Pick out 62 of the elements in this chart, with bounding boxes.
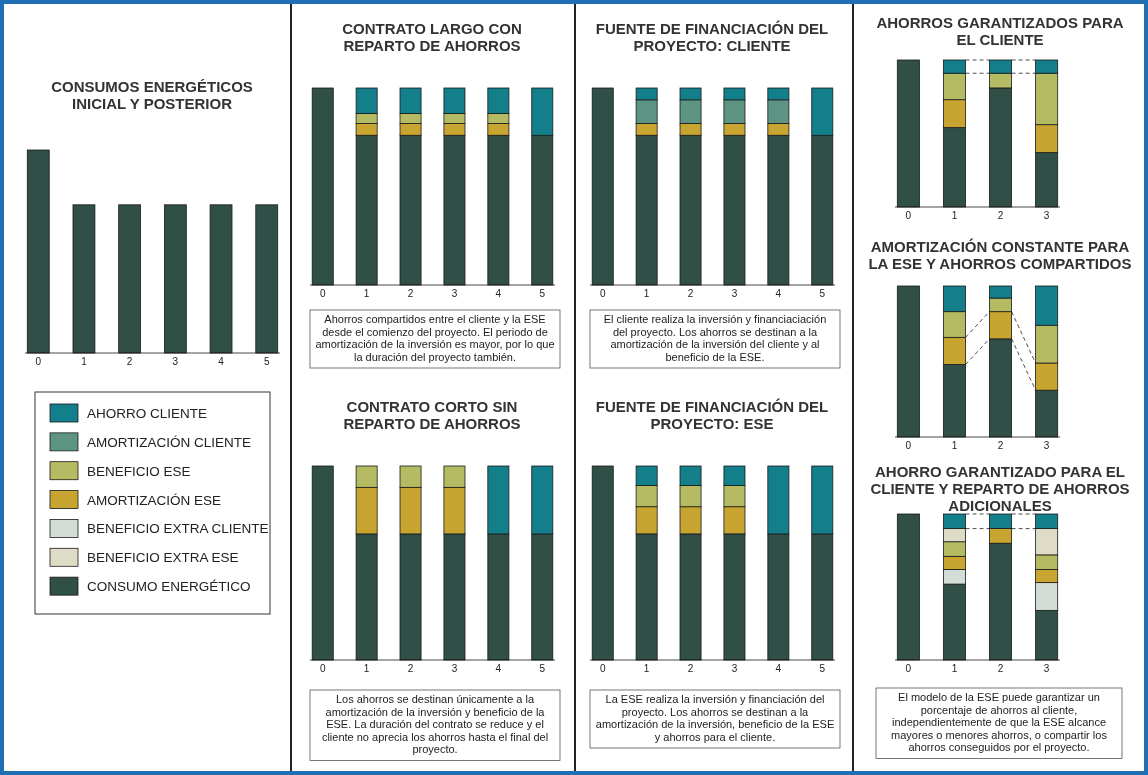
category-label: AHORRO CLIENTE xyxy=(87,406,208,421)
x-tick-label: 2 xyxy=(407,663,414,674)
x-tick-label: 5 xyxy=(539,288,546,299)
x-tick-label: 4 xyxy=(495,663,502,674)
x-tick-label: 1 xyxy=(643,288,650,299)
x-tick-label: 3 xyxy=(451,663,458,674)
x-tick-label: 1 xyxy=(81,356,88,367)
text: Ahorros compartidos entre el cliente y la ESE desde el comienzo del proyecto. El periodo de amortización de la inversión es mayor, por lo que la duración del proyecto también. xyxy=(315,313,555,363)
x-tick-label: 0 xyxy=(319,663,326,674)
text: El modelo de la ESE puede garantizar un porcentaje de ahorros al cliente, independientemente de que la ESE alcance mayores o menores ahorros, o compartir los ahorros conseguidos por el proyecto. xyxy=(891,691,1108,753)
x-tick-label: 3 xyxy=(451,288,458,299)
x-tick-label: 2 xyxy=(997,440,1004,451)
x-tick-label: 4 xyxy=(775,288,782,299)
category-label: BENEFICIO ESE xyxy=(87,463,191,479)
text: La ESE realiza la inversión y financiación del proyecto. Los ahorros se destinan a la amortización de la inversión, beneficio de la ESE y ahorros para el cliente. xyxy=(595,693,835,743)
x-tick-label: 1 xyxy=(951,440,958,451)
x-tick-label: 2 xyxy=(126,356,133,367)
x-tick-label: 1 xyxy=(643,663,650,674)
x-tick-label: 2 xyxy=(407,288,414,299)
x-tick-label: 1 xyxy=(363,663,370,674)
category-label: BENEFICIO EXTRA CLIENTE xyxy=(87,521,269,537)
category-label: AMORTIZACIÓN ESE xyxy=(87,492,222,508)
category-label: CONSUMO ENERGÉTICO xyxy=(87,579,251,595)
category-label: AMORTIZACIÓN CLIENTE xyxy=(87,434,252,450)
x-tick-label: 5 xyxy=(539,663,546,674)
x-tick-label: 0 xyxy=(35,356,42,367)
x-tick-label: 0 xyxy=(905,210,912,221)
x-tick-label: 3 xyxy=(1043,440,1050,451)
x-tick-label: 0 xyxy=(905,663,912,674)
x-tick-label: 3 xyxy=(1043,663,1050,674)
category-label: BENEFICIO EXTRA ESE xyxy=(87,550,239,566)
x-tick-label: 1 xyxy=(363,288,370,299)
x-tick-label: 3 xyxy=(731,663,738,674)
chart-title: AMORTIZACIÓN CONSTANTE PARA LA ESE Y AHORROS COMPARTIDOS xyxy=(868,238,1132,272)
chart-title: CONTRATO CORTO SIN REPARTO DE AHORROS xyxy=(343,398,521,432)
x-tick-label: 1 xyxy=(951,210,958,221)
chart-title: FUENTE DE FINANCIACIÓN DEL PROYECTO: ESE xyxy=(595,398,829,432)
x-tick-label: 0 xyxy=(905,440,912,451)
chart-title: AHORRO GARANTIZADO PARA EL CLIENTE Y REPARTO DE AHORROS ADICIONALES xyxy=(870,463,1130,514)
text: Los ahorros se destinan únicamente a la amortización de la inversión y beneficio de la ESE. La duración del contrato se reduce y el cliente no aprecia los ahorros hasta el final del proyecto. xyxy=(321,693,549,755)
x-tick-label: 0 xyxy=(319,288,326,299)
x-tick-label: 4 xyxy=(218,356,225,367)
x-tick-label: 5 xyxy=(819,663,826,674)
x-tick-label: 5 xyxy=(263,356,270,367)
x-tick-label: 2 xyxy=(997,210,1004,221)
x-tick-label: 0 xyxy=(599,288,606,299)
chart-title: FUENTE DE FINANCIACIÓN DEL PROYECTO: CLIENTE xyxy=(595,20,829,54)
chart-title: CONTRATO LARGO CON REPARTO DE AHORROS xyxy=(342,20,522,54)
x-tick-label: 3 xyxy=(1043,210,1050,221)
x-tick-label: 4 xyxy=(775,663,782,674)
x-tick-label: 5 xyxy=(819,288,826,299)
x-tick-label: 2 xyxy=(687,288,694,299)
x-tick-label: 3 xyxy=(172,356,179,367)
x-tick-label: 0 xyxy=(599,663,606,674)
x-tick-label: 3 xyxy=(731,288,738,299)
chart-title: CONSUMOS ENERGÉTICOS INICIAL Y POSTERIOR xyxy=(51,78,253,112)
chart-title: AHORROS GARANTIZADOS PARA EL CLIENTE xyxy=(876,14,1124,48)
x-tick-label: 2 xyxy=(687,663,694,674)
x-tick-label: 1 xyxy=(951,663,958,674)
x-tick-label: 2 xyxy=(997,663,1004,674)
text: El cliente realiza la inversión y financiaciación del proyecto. Los ahorros se destinan a la amortización de la inversión del cliente y al beneficio de la ESE. xyxy=(603,313,827,363)
x-tick-label: 4 xyxy=(495,288,502,299)
